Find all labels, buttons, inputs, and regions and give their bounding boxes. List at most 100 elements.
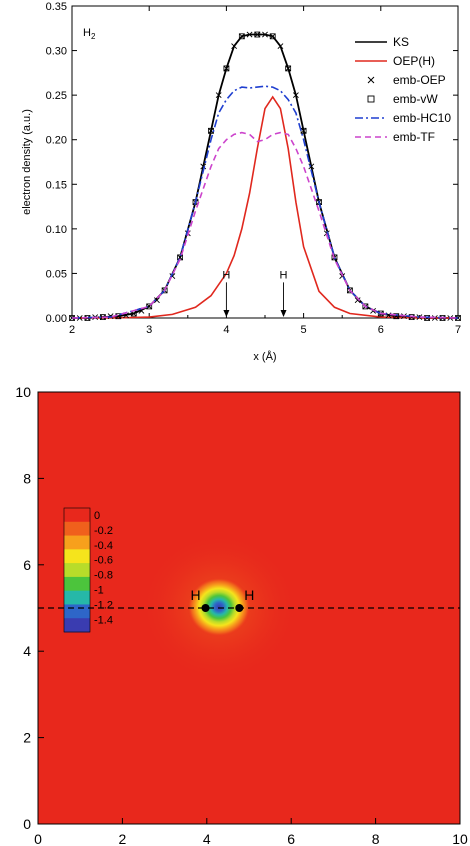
axis-ticks: 2 3 4 5 6 7 0.00 0.05 0.10 0.15 0.20 0.25 0.30 0.35 [46,1,461,336]
hm-y-tick-label: 2 [23,730,31,746]
y-tick-label: 0.30 [46,46,67,58]
emb-oep-point [215,92,222,99]
atom-label: H [280,269,288,281]
y-tick-label: 0.10 [46,224,67,236]
panel-label: H2 [83,27,96,41]
legend-label: KS [393,35,409,49]
colorbar-label: -0.6 [94,555,113,567]
colorbar-label: -1.2 [94,599,113,611]
emb-oep-point [238,33,245,40]
emb-vw-point [269,33,276,40]
emb-vw-point [393,313,400,320]
atom-label: H [244,587,254,603]
x-tick-label: 2 [69,324,75,336]
atom-label: H [222,269,230,281]
hm-x-tick-label: 2 [119,831,127,846]
atom-label: H [190,587,200,603]
colorbar-label: -1 [94,585,104,597]
colorbar-segment [64,535,90,550]
emb-oep-point [285,65,292,72]
emb-oep-point [154,297,160,304]
density-line-chart: 2 3 4 5 6 7 0.00 0.05 0.10 0.15 0.20 0.25 0.30 0.35 H… [21,1,461,363]
hm-y-tick-label: 6 [23,557,31,573]
legend-label: emb-OEP [393,73,446,87]
emb-vw-point [238,33,245,40]
legend: KS OEP(H) emb-OEP emb-vW emb-HC10 emb-TF [355,35,451,144]
emb-oep-point [277,43,284,50]
y-tick-label: 0.25 [46,90,67,102]
colorbar-segment [64,590,90,605]
emb-oep-point [246,31,253,38]
emb-oep-point [200,163,207,170]
hm-x-tick-label: 8 [372,831,380,846]
x-tick-label: 7 [455,324,461,336]
colorbar-label: -0.4 [94,540,113,552]
emb-oep-point [292,92,299,99]
colorbar-segment [64,576,90,592]
hm-y-tick-label: 4 [23,643,31,659]
colorbar-segment [64,563,90,578]
legend-label: emb-vW [393,92,438,106]
atom-dot [201,604,210,612]
y-tick-label: 0.20 [46,135,67,147]
emb-oep-point [269,33,276,40]
hm-y-tick-label: 10 [15,384,31,400]
colorbar-label: -0.8 [94,570,113,582]
legend-label: emb-TF [393,130,435,144]
x-tick-label: 3 [146,324,152,336]
x-tick-label: 4 [223,324,229,336]
legend-swatch [367,76,375,84]
colorbar: 0 -0.2 -0.4 -0.6 -0.8 -1 -1.2 -1.4 [63,507,113,633]
atom-arrowhead [223,310,230,317]
emb-oep-point [107,313,114,320]
emb-oep-point [300,127,307,134]
hm-x-tick-label: 10 [452,831,468,846]
emb-vw-point [347,287,353,294]
atom-dot [235,604,244,612]
colorbar-segment [64,604,90,619]
hm-x-tick-label: 6 [287,831,295,846]
colorbar-frame [63,507,91,633]
emb-vw-point [161,287,168,294]
colorbar-segment [64,618,90,633]
colorbar-segment [64,508,90,523]
emb-vw-point [254,31,261,38]
legend-label: OEP(H) [393,54,435,68]
series-line-oep-h- [72,95,458,319]
heatmap-feature [187,577,251,637]
emb-oep-point [354,297,361,304]
emb-oep-point [177,254,183,261]
series-line-emb-hc10 [71,85,459,319]
y-axis-label: electron density (a.u.) [21,109,33,215]
colorbar-label: -0.2 [94,525,113,537]
emb-vw-point [362,303,369,310]
emb-oep-point [231,43,238,50]
y-tick-label: 0.05 [46,268,67,280]
colorbar-segment [64,521,90,537]
emb-oep-point [254,31,261,38]
heatmap-chart: 0 2 4 6 8 10 0 2 4 6 8 10 0 -0.2 -0.4 -0.6 -0.8 -1 -1.2 -1… [15,384,468,846]
y-tick-label: 0.35 [46,1,67,13]
emb-vw-point [285,65,292,72]
heatmap-axis-ticks: 0 2 4 6 8 10 0 2 4 6 8 10 [15,384,468,846]
emb-oep-point [262,31,268,38]
colorbar-segment [64,549,90,564]
emb-vw-point [223,65,230,72]
emb-oep-point [416,314,423,321]
emb-oep-point [308,163,315,170]
hm-x-tick-label: 0 [34,831,42,846]
series-group [69,31,461,321]
emb-oep-point [208,127,214,134]
atom-arrowhead [280,310,287,317]
hm-y-tick-label: 8 [23,470,31,486]
x-tick-label: 5 [301,324,307,336]
hm-x-tick-label: 4 [203,831,211,846]
legend-label: emb-HC10 [393,111,451,125]
y-tick-label: 0.00 [46,313,67,325]
emb-oep-point [223,65,230,72]
y-tick-label: 0.15 [46,179,67,191]
colorbar-label: 0 [94,510,100,522]
